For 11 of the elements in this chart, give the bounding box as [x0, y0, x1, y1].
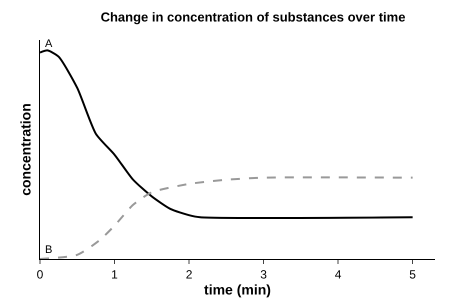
- x-tick-label: 5: [409, 267, 416, 282]
- y-axis-title: concentration: [18, 103, 34, 196]
- series-label: B: [45, 244, 52, 256]
- series-label: A: [45, 38, 53, 50]
- x-tick-label: 4: [334, 267, 342, 282]
- x-tick-label: 3: [260, 267, 268, 282]
- x-tick-label: 1: [111, 267, 118, 282]
- x-axis-title: time (min): [204, 282, 271, 298]
- x-tick-label: 0: [36, 267, 44, 282]
- chart-title: Change in concentration of substances over time: [100, 9, 406, 24]
- x-tick-label: 2: [186, 267, 193, 282]
